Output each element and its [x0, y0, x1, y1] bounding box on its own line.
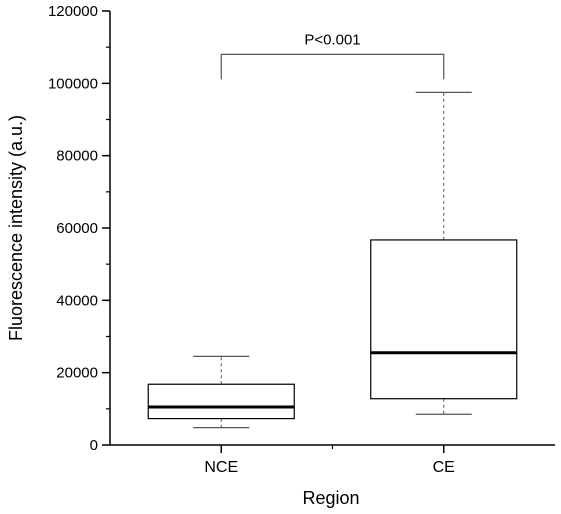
- y-axis-title: Fluorescence intensity (a.u.): [6, 115, 26, 341]
- x-tick-label: NCE: [204, 459, 238, 476]
- iqr-box: [147, 383, 295, 420]
- y-tick-label: 120000: [48, 3, 98, 20]
- iqr-box: [370, 239, 518, 400]
- y-tick-label: 60000: [56, 220, 98, 237]
- plot-area: 0 20000 40000 60000 80000 100000 120000 NCE CE P<…: [48, 3, 555, 476]
- x-tick-label: CE: [433, 459, 455, 476]
- y-tick-label: 40000: [56, 292, 98, 309]
- y-tick-label: 0: [90, 437, 98, 454]
- box-nce: [147, 355, 295, 429]
- y-tick-label: 100000: [48, 75, 98, 92]
- y-tick-label: 80000: [56, 148, 98, 165]
- x-axis-title: Region: [302, 488, 359, 508]
- y-tick-label: 20000: [56, 365, 98, 382]
- box-ce: [370, 91, 518, 415]
- p-value-label: P<0.001: [304, 31, 360, 48]
- bracket-line: [220, 53, 445, 80]
- significance-bracket: P<0.001: [220, 31, 445, 80]
